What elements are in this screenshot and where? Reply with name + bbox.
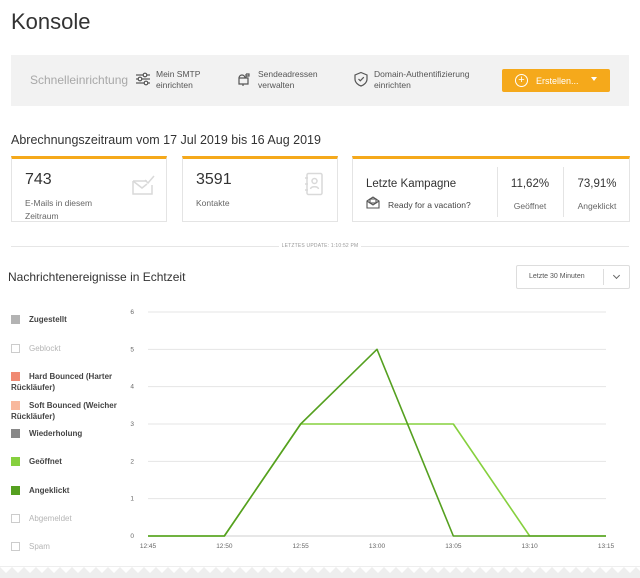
torn-edge: [0, 566, 640, 578]
opened-rate: 11,62%: [510, 178, 550, 190]
opened-label: Geöffnet: [513, 201, 547, 211]
quick-setup-domain[interactable]: Domain-Authentifizierung einrichten: [353, 69, 469, 91]
mailbox-icon: [238, 73, 250, 86]
legend-label: Hard Bounced (Harter Rückläufer): [11, 372, 113, 392]
legend-label: Spam: [29, 542, 50, 551]
last-update-text: LETZTES UPDATE: 1:10:52 PM: [278, 243, 362, 249]
legend-label: Wiederholung: [29, 429, 83, 438]
caret-down-icon: [591, 77, 597, 81]
legend-item[interactable]: Soft Bounced (Weicher Rückläufer): [11, 400, 117, 421]
realtime-title: Nachrichtenereignisse in Echtzeit: [8, 270, 186, 284]
campaign-card[interactable]: Letzte Kampagne Ready for a vacation? 11…: [352, 156, 630, 222]
mail-check-icon: [132, 175, 155, 195]
legend-item[interactable]: Zugestellt: [11, 314, 67, 325]
campaign-divider: [497, 167, 498, 217]
legend-label: Abgemeldet: [29, 514, 72, 523]
contacts-label: Kontakte: [196, 198, 230, 208]
sliders-icon: [136, 72, 150, 86]
clicked-label: Angeklickt: [577, 201, 617, 211]
y-tick-label: 6: [130, 309, 134, 316]
time-range-select[interactable]: Letzte 30 Minuten: [516, 265, 630, 289]
quick-setup-domain-label: Domain-Authentifizierung einrichten: [374, 69, 470, 90]
legend-item[interactable]: Hard Bounced (Harter Rückläufer): [11, 371, 112, 392]
y-tick-label: 0: [130, 533, 134, 540]
emails-label: E-Mails in diesem Zeitraum: [25, 198, 93, 221]
y-tick-label: 3: [130, 421, 134, 428]
legend-swatch: [11, 344, 20, 353]
legend-swatch: [11, 429, 20, 438]
legend-item[interactable]: Geblockt: [11, 343, 61, 354]
campaign-title: Letzte Kampagne: [366, 178, 457, 190]
plus-circle-icon: +: [515, 74, 528, 87]
last-update: LETZTES UPDATE: 1:10:52 PM: [0, 243, 640, 249]
quick-setup-smtp-label: Mein SMTP einrichten: [156, 69, 201, 90]
create-button-label: Erstellen...: [536, 75, 579, 86]
x-tick-label: 13:05: [445, 543, 462, 550]
select-separator: [603, 269, 604, 285]
legend-swatch: [11, 401, 20, 410]
legend-label: Geblockt: [29, 344, 61, 353]
x-tick-label: 12:55: [293, 543, 310, 550]
quick-setup-sender[interactable]: Sendeadressen verwalten: [237, 69, 318, 91]
legend-label: Soft Bounced (Weicher Rückläufer): [11, 401, 117, 421]
campaign-divider: [563, 167, 564, 217]
y-tick-label: 1: [130, 496, 134, 503]
legend-label: Zugestellt: [29, 315, 67, 324]
legend-swatch: [11, 315, 20, 324]
y-tick-label: 2: [130, 458, 134, 465]
legend-item[interactable]: Spam: [11, 541, 50, 552]
series-line-opened: [148, 423, 606, 537]
legend-label: Angeklickt: [29, 486, 70, 495]
events-chart: 0 1 2 3 4 5 6 12:45 12:50 12:55 13:00 13:05 13:10 13:…: [130, 309, 615, 550]
contacts-card: 3591 Kontakte: [182, 156, 338, 222]
quick-setup-label: Schnelleinrichtung: [30, 73, 129, 87]
legend-item[interactable]: Geöffnet: [11, 456, 62, 467]
quick-setup-bar: Schnelleinrichtung Mein SMTP einrichten …: [11, 55, 629, 106]
x-tick-label: 12:50: [216, 543, 233, 550]
page-title: Konsole: [11, 9, 91, 34]
zigzag-edge: [0, 567, 640, 573]
time-range-value: Letzte 30 Minuten: [529, 273, 585, 280]
legend-swatch: [11, 457, 20, 466]
emails-card: 743 E-Mails in diesem Zeitraum: [11, 156, 167, 222]
open-envelope-icon: [366, 196, 380, 209]
legend-swatch: [11, 486, 20, 495]
quick-setup-smtp[interactable]: Mein SMTP einrichten: [135, 69, 200, 91]
y-tick-label: 4: [130, 384, 134, 391]
legend-swatch: [11, 372, 20, 381]
x-tick-label: 13:00: [369, 543, 386, 550]
legend-swatch: [11, 514, 20, 523]
series-line-clicked: [148, 348, 606, 537]
x-tick-label: 13:10: [522, 543, 539, 550]
legend-item[interactable]: Wiederholung: [11, 428, 82, 439]
create-button[interactable]: + Erstellen...: [502, 69, 610, 92]
legend-label: Geöffnet: [29, 457, 62, 466]
contacts-count: 3591: [196, 171, 232, 188]
legend-item[interactable]: Abgemeldet: [11, 513, 72, 524]
billing-period: Abrechnungszeitraum vom 17 Jul 2019 bis …: [11, 133, 321, 147]
clicked-rate: 73,91%: [577, 178, 617, 190]
campaign-name: Ready for a vacation?: [388, 200, 471, 210]
address-book-icon: [305, 172, 323, 196]
x-tick-label: 13:15: [598, 543, 615, 550]
x-tick-label: 12:45: [140, 543, 157, 550]
legend-swatch: [11, 542, 20, 551]
quick-setup-sender-label: Sendeadressen verwalten: [258, 69, 318, 90]
y-tick-label: 5: [130, 346, 134, 353]
legend-item[interactable]: Angeklickt: [11, 485, 69, 496]
emails-count: 743: [25, 171, 52, 188]
shield-check-icon: [354, 71, 368, 87]
